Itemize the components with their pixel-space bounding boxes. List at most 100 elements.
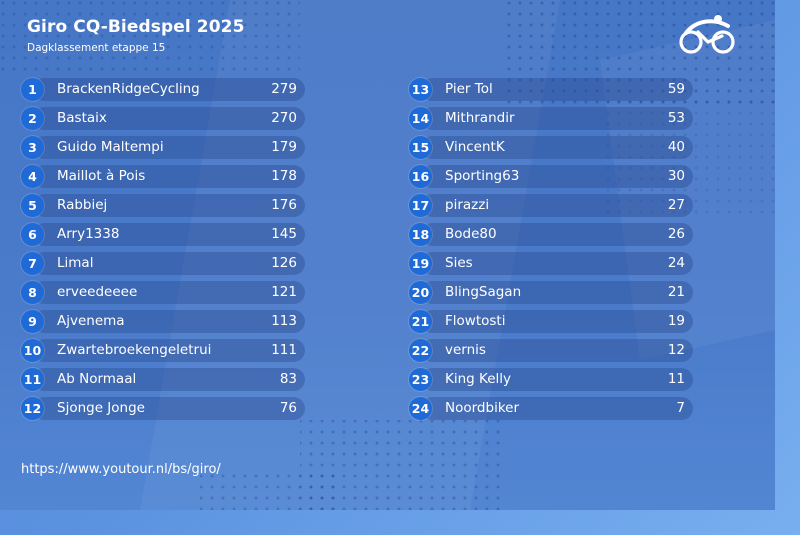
row-bar [33, 194, 305, 217]
standing-row: 13 Pier Tol 59 [409, 78, 693, 101]
standing-row: 8 erveedeeee 121 [21, 281, 305, 304]
footer-url: https://www.youtour.nl/bs/giro/ [21, 462, 221, 477]
row-bar [33, 397, 305, 420]
row-bar [33, 368, 305, 391]
player-points: 113 [271, 313, 297, 329]
player-points: 59 [667, 81, 685, 97]
player-points: 270 [271, 110, 297, 126]
standing-row: 24 Noordbiker 7 [409, 397, 693, 420]
player-points: 126 [271, 255, 297, 271]
player-points: 12 [667, 342, 685, 358]
player-points: 53 [667, 110, 685, 126]
player-name: Bastaix [57, 110, 107, 126]
player-name: Mithrandir [445, 110, 515, 126]
player-points: 178 [271, 168, 297, 184]
rank-badge: 9 [21, 310, 44, 333]
standing-row: 11 Ab Normaal 83 [21, 368, 305, 391]
standing-row: 16 Sporting63 30 [409, 165, 693, 188]
row-bar [421, 165, 693, 188]
player-name: erveedeeee [57, 284, 138, 300]
standing-row: 23 King Kelly 11 [409, 368, 693, 391]
player-points: 30 [667, 168, 685, 184]
standing-row: 20 BlingSagan 21 [409, 281, 693, 304]
rank-badge: 17 [409, 194, 432, 217]
row-bar [421, 397, 693, 420]
player-name: vernis [445, 342, 486, 358]
standing-row: 17 pirazzi 27 [409, 194, 693, 217]
row-bar [421, 368, 693, 391]
player-points: 11 [667, 371, 685, 387]
player-name: Guido Maltempi [57, 139, 164, 155]
row-bar [33, 223, 305, 246]
player-name: BrackenRidgeCycling [57, 81, 200, 97]
row-bar [33, 165, 305, 188]
player-points: 145 [271, 226, 297, 242]
standing-row: 18 Bode80 26 [409, 223, 693, 246]
standing-row: 15 VincentK 40 [409, 136, 693, 159]
player-name: Flowtosti [445, 313, 506, 329]
player-name: Maillot à Pois [57, 168, 146, 184]
player-points: 19 [667, 313, 685, 329]
standing-row: 3 Guido Maltempi 179 [21, 136, 305, 159]
rank-badge: 24 [409, 397, 432, 420]
player-name: Bode80 [445, 226, 497, 242]
rank-badge: 23 [409, 368, 432, 391]
rank-badge: 10 [21, 339, 44, 362]
standings-list-right: 13 Pier Tol 59 14 Mithrandir 53 15 VincentK 40… [409, 78, 693, 426]
row-bar [33, 107, 305, 130]
player-points: 21 [667, 284, 685, 300]
player-name: Ajvenema [57, 313, 125, 329]
row-bar [421, 223, 693, 246]
rank-badge: 2 [21, 107, 44, 130]
row-bar [421, 281, 693, 304]
standing-row: 1 BrackenRidgeCycling 279 [21, 78, 305, 101]
standings-list-left: 1 BrackenRidgeCycling 279 2 Bastaix 270 3 Gui… [21, 78, 305, 426]
rank-badge: 22 [409, 339, 432, 362]
rank-badge: 6 [21, 223, 44, 246]
player-name: Rabbiej [57, 197, 108, 213]
player-name: BlingSagan [445, 284, 522, 300]
rank-badge: 19 [409, 252, 432, 275]
standing-row: 9 Ajvenema 113 [21, 310, 305, 333]
page-subtitle: Dagklassement etappe 15 [27, 42, 166, 54]
row-bar [421, 78, 693, 101]
player-name: Limal [57, 255, 94, 271]
rank-badge: 15 [409, 136, 432, 159]
row-bar [421, 194, 693, 217]
player-points: 111 [271, 342, 297, 358]
player-name: pirazzi [445, 197, 490, 213]
player-points: 279 [271, 81, 297, 97]
row-bar [33, 281, 305, 304]
row-bar [421, 339, 693, 362]
player-points: 176 [271, 197, 297, 213]
rank-badge: 1 [21, 78, 44, 101]
rank-badge: 11 [21, 368, 44, 391]
standing-row: 10 Zwartebroekengeletrui 111 [21, 339, 305, 362]
player-points: 27 [667, 197, 685, 213]
standing-row: 21 Flowtosti 19 [409, 310, 693, 333]
player-name: Arry1338 [57, 226, 120, 242]
row-bar [421, 252, 693, 275]
player-name: Sporting63 [445, 168, 520, 184]
standing-row: 7 Limal 126 [21, 252, 305, 275]
player-name: King Kelly [445, 371, 511, 387]
standing-row: 4 Maillot à Pois 178 [21, 165, 305, 188]
player-name: Ab Normaal [57, 371, 137, 387]
standing-row: 2 Bastaix 270 [21, 107, 305, 130]
row-bar [421, 136, 693, 159]
row-bar [33, 339, 305, 362]
standing-row: 5 Rabbiej 176 [21, 194, 305, 217]
player-name: Sjonge Jonge [57, 400, 145, 416]
background-decoration [0, 0, 775, 510]
row-bar [421, 107, 693, 130]
standing-row: 19 Sies 24 [409, 252, 693, 275]
row-bar [33, 136, 305, 159]
player-points: 76 [279, 400, 297, 416]
standing-row: 14 Mithrandir 53 [409, 107, 693, 130]
row-bar [33, 78, 305, 101]
standing-row: 12 Sjonge Jonge 76 [21, 397, 305, 420]
player-points: 179 [271, 139, 297, 155]
player-name: Pier Tol [445, 81, 493, 97]
player-points: 7 [676, 400, 685, 416]
